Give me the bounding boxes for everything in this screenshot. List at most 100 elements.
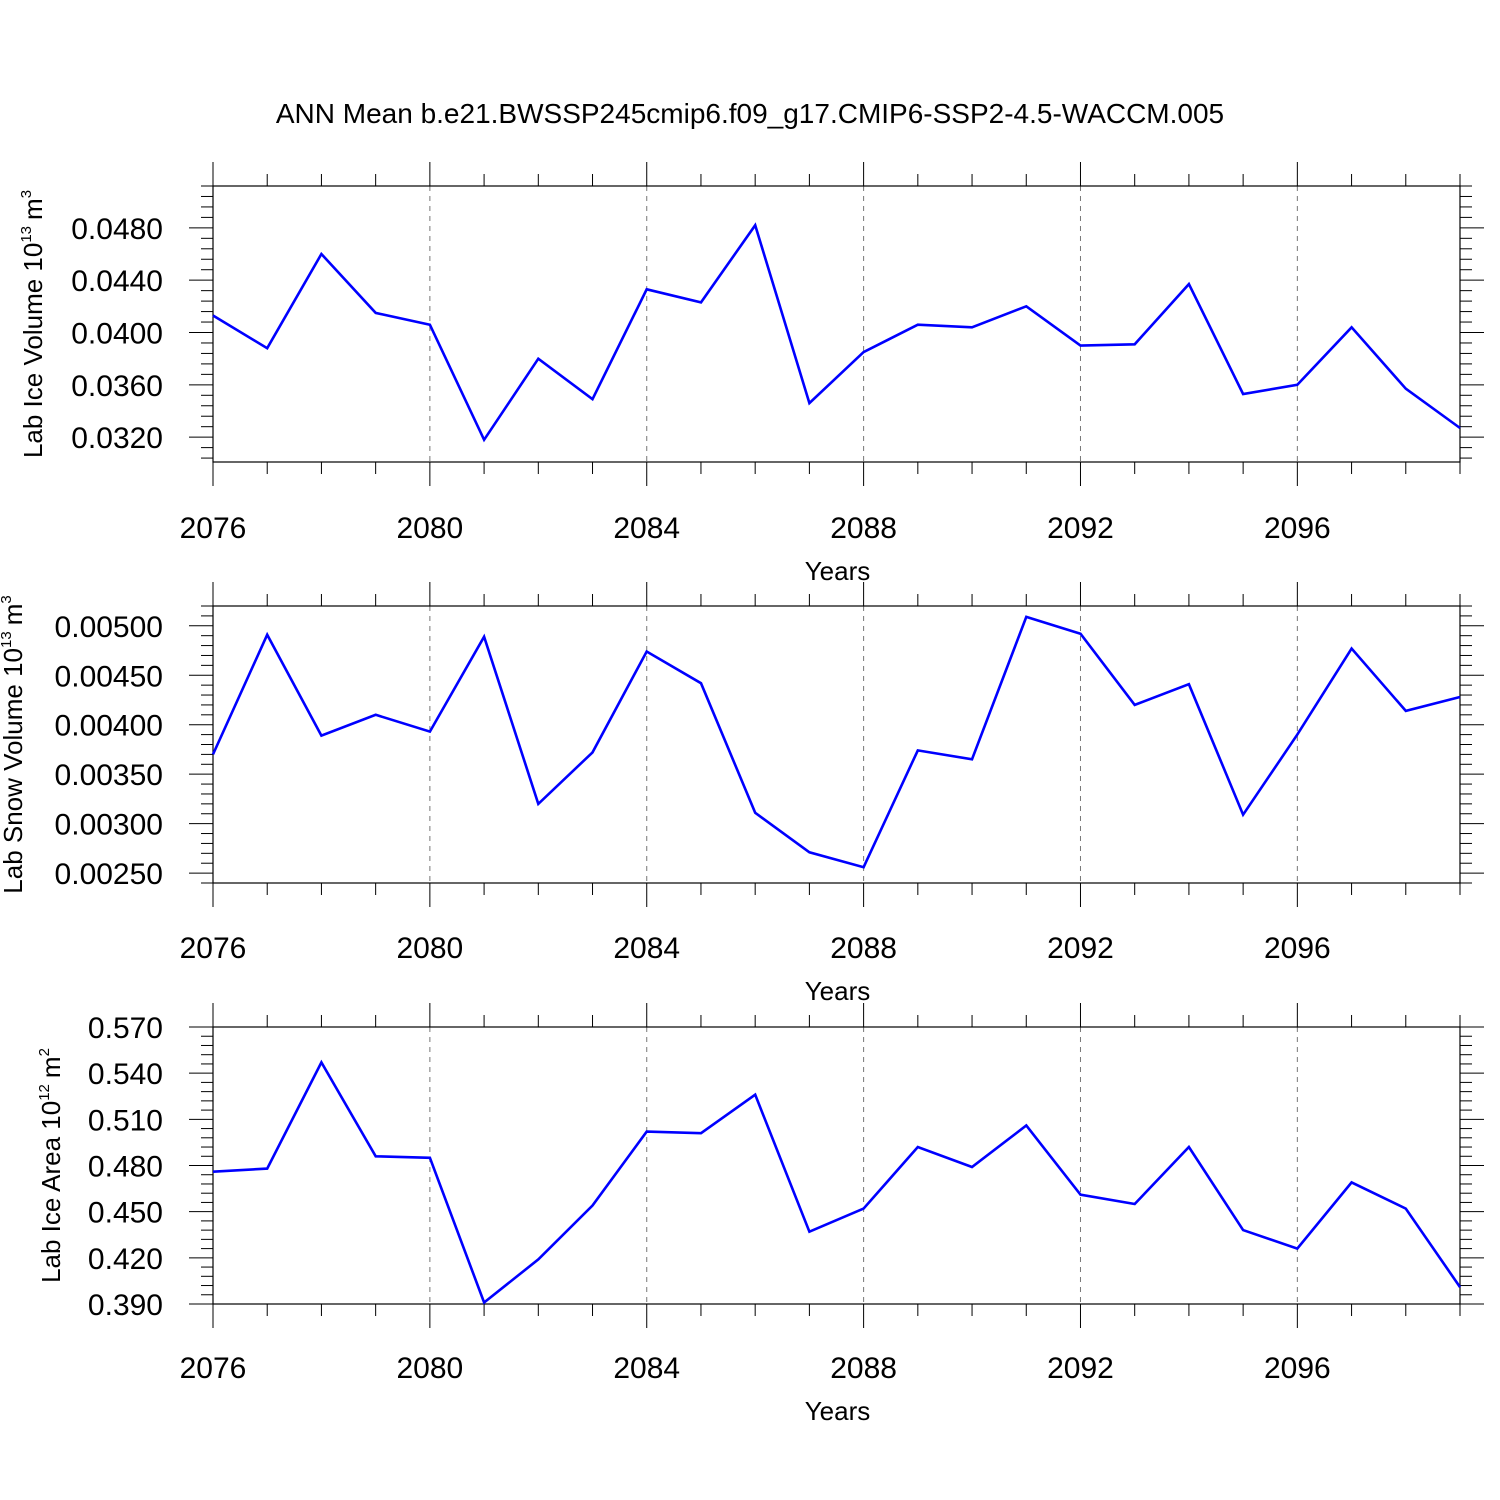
snow-volume-data-point (1024, 615, 1028, 619)
snow-volume-data-point (536, 802, 540, 806)
panel-ice-volume: 0.0320 0.0360 0.0400 0.0440 0.0480 2076 2080 20… (18, 162, 1484, 586)
ice-volume-ytick-label: 0.0440 (71, 265, 163, 298)
ice-volume-data-point (1133, 342, 1137, 346)
ice-area-data-point (1133, 1202, 1137, 1206)
snow-volume-ylabel-exponent: 13 (0, 631, 15, 648)
ice-area-ylabel-exponent: 12 (36, 1084, 53, 1101)
ice-volume-data-point (699, 300, 703, 304)
ice-area-data-point (1350, 1180, 1354, 1184)
snow-volume-ytick-label: 0.00250 (55, 858, 163, 891)
ice-area-xtick-label: 2088 (830, 1352, 897, 1385)
snow-volume-data-point (862, 865, 866, 869)
ice-area-data-point (916, 1145, 920, 1149)
ice-area-ytick-label: 0.510 (88, 1104, 163, 1137)
ice-area-plot-frame (212, 1026, 1461, 1305)
ice-area-data-point (1241, 1228, 1245, 1232)
snow-volume-data-point (482, 635, 486, 639)
snow-volume-ytick-label: 0.00450 (55, 660, 163, 693)
ice-volume-data-point (1241, 392, 1245, 396)
ice-area-data-point (753, 1093, 757, 1097)
snow-volume-ytick-label: 0.00500 (55, 611, 163, 644)
ice-volume-data-point (265, 346, 269, 350)
ice-volume-data-point (428, 323, 432, 327)
ice-area-xtick-label: 2096 (1264, 1352, 1331, 1385)
snow-volume-data-point (265, 633, 269, 637)
ice-area-ytick-label: 0.480 (88, 1151, 163, 1184)
ice-volume-plot-frame (212, 185, 1461, 463)
ice-area-xtick-label: 2092 (1047, 1352, 1114, 1385)
snow-volume-ylabel-text: Lab Snow Volume 10 (0, 648, 28, 894)
ice-area-data-point (1187, 1145, 1191, 1149)
ice-volume-data-point (1024, 304, 1028, 308)
snow-volume-data-point (1404, 709, 1408, 713)
ice-area-xtick-label: 2080 (396, 1352, 463, 1385)
ice-area-data-point (1024, 1123, 1028, 1127)
ice-area-data-point (536, 1257, 540, 1261)
ice-area-x-axis-title: Years (805, 1396, 871, 1426)
snow-volume-data-point (699, 681, 703, 685)
snow-volume-data-point (1241, 813, 1245, 817)
ice-volume-ytick-label: 0.0320 (71, 422, 163, 455)
snow-volume-ylabel-unit-exponent: 3 (0, 595, 15, 603)
ice-volume-data-point (645, 287, 649, 291)
snow-volume-data-point (916, 748, 920, 752)
snow-volume-y-axis-title: Lab Snow Volume 1013 m3 (0, 595, 28, 893)
snow-volume-series-line (211, 615, 1461, 869)
snow-volume-data-point (319, 734, 323, 738)
ice-area-data-point (1404, 1207, 1408, 1211)
ice-volume-data-point (1458, 426, 1462, 430)
panel-snow-volume: 0.00250 0.00300 0.00350 0.00400 0.00450 0.005… (0, 582, 1484, 1006)
snow-volume-xtick-label: 2088 (830, 932, 897, 965)
ice-volume-ytick-label: 0.0360 (71, 370, 163, 403)
ice-area-ytick-label: 0.420 (88, 1243, 163, 1276)
ice-volume-data-point (319, 252, 323, 256)
ice-volume-data-point (374, 311, 378, 315)
snow-volume-ytick-label: 0.00300 (55, 809, 163, 842)
snow-volume-ylabel-unit: m (0, 604, 28, 626)
ice-area-data-point (265, 1167, 269, 1171)
ice-volume-xtick-label: 2080 (396, 512, 463, 545)
ice-area-ylabel-unit-exponent: 2 (36, 1048, 53, 1056)
ice-volume-data-point (211, 313, 215, 317)
ice-volume-data-point (807, 401, 811, 405)
ice-area-xtick-label: 2076 (180, 1352, 247, 1385)
snow-volume-data-point (1458, 695, 1462, 699)
ice-volume-data-point (591, 397, 595, 401)
snow-volume-x-axis-title: Years (805, 976, 871, 1006)
ice-area-data-point (862, 1207, 866, 1211)
snow-volume-data-point (1295, 733, 1299, 737)
ice-volume-ylabel-text: Lab Ice Volume 10 (18, 243, 48, 458)
ice-area-data-point (699, 1131, 703, 1135)
ice-area-data-point (645, 1130, 649, 1134)
ice-volume-xtick-label: 2084 (613, 512, 680, 545)
ice-volume-ytick-label: 0.0400 (71, 318, 163, 351)
ice-area-data-point (428, 1156, 432, 1160)
ice-area-data-point (970, 1165, 974, 1169)
figure-title: ANN Mean b.e21.BWSSP245cmip6.f09_g17.CMI… (276, 98, 1224, 129)
ice-area-xtick-label: 2084 (613, 1352, 680, 1385)
ice-area-ylabel-text: Lab Ice Area 10 (36, 1101, 66, 1283)
snow-volume-ytick-label: 0.00350 (55, 759, 163, 792)
snow-volume-xtick-label: 2096 (1264, 932, 1331, 965)
ice-volume-ytick-label: 0.0480 (71, 213, 163, 246)
snow-volume-data-point (1078, 632, 1082, 636)
ice-area-data-point (591, 1204, 595, 1208)
ice-area-ytick-label: 0.450 (88, 1197, 163, 1230)
snow-volume-data-point (1187, 682, 1191, 686)
ice-volume-data-point (1295, 383, 1299, 387)
snow-volume-data-point (807, 850, 811, 854)
ice-volume-data-point (1350, 325, 1354, 329)
ice-area-ytick-label: 0.390 (88, 1289, 163, 1322)
ice-area-data-point (374, 1154, 378, 1158)
snow-volume-ytick-label: 0.00400 (55, 710, 163, 743)
ice-volume-data-point (862, 350, 866, 354)
snow-volume-data-point (1133, 703, 1137, 707)
ice-area-ytick-label: 0.570 (88, 1012, 163, 1045)
snow-volume-xtick-label: 2080 (396, 932, 463, 965)
ice-volume-y-axis-title: Lab Ice Volume 1013 m3 (18, 190, 48, 458)
snow-volume-data-point (374, 713, 378, 717)
ice-area-series-line (212, 1059, 1462, 1305)
ice-volume-xtick-label: 2096 (1264, 512, 1331, 545)
snow-volume-data-point (1350, 647, 1354, 651)
